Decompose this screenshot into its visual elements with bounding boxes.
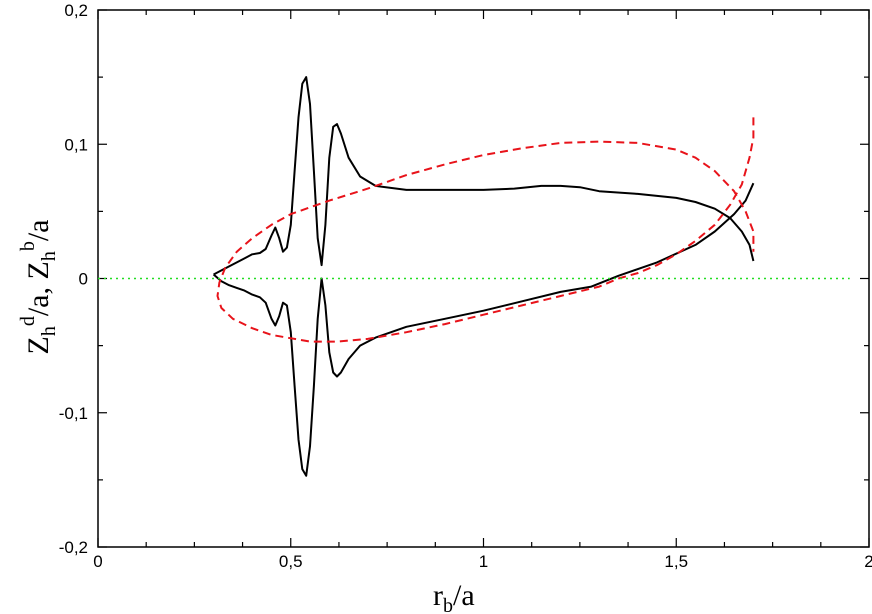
- y-tick-label: -0,2: [59, 538, 88, 557]
- series-line-2: [212, 182, 755, 477]
- x-tick-label: 0,5: [279, 552, 303, 571]
- x-tick-label: 2: [864, 552, 872, 571]
- x-axis-label: rb/a: [433, 579, 475, 614]
- y-tick-label: 0,2: [64, 1, 88, 20]
- y-axis-label: Zhd/a, Zhb/a: [17, 220, 60, 355]
- tick-labels: 0 0,5 1 1,5 2 -0,2 -0,1 0 0,1 0,2: [59, 1, 872, 571]
- series-line-1: [213, 76, 755, 276]
- x-tick-label: 1,5: [664, 552, 688, 571]
- axis-ticks: [97, 9, 870, 548]
- y-tick-label: -0,1: [59, 404, 88, 423]
- x-tick-label: 1: [479, 552, 488, 571]
- x-tick-label: 0: [93, 552, 102, 571]
- y-tick-label: 0,1: [64, 135, 88, 154]
- y-tick-label: 0: [79, 270, 88, 289]
- series-line-3: [216, 117, 755, 343]
- series-layer: [98, 76, 850, 477]
